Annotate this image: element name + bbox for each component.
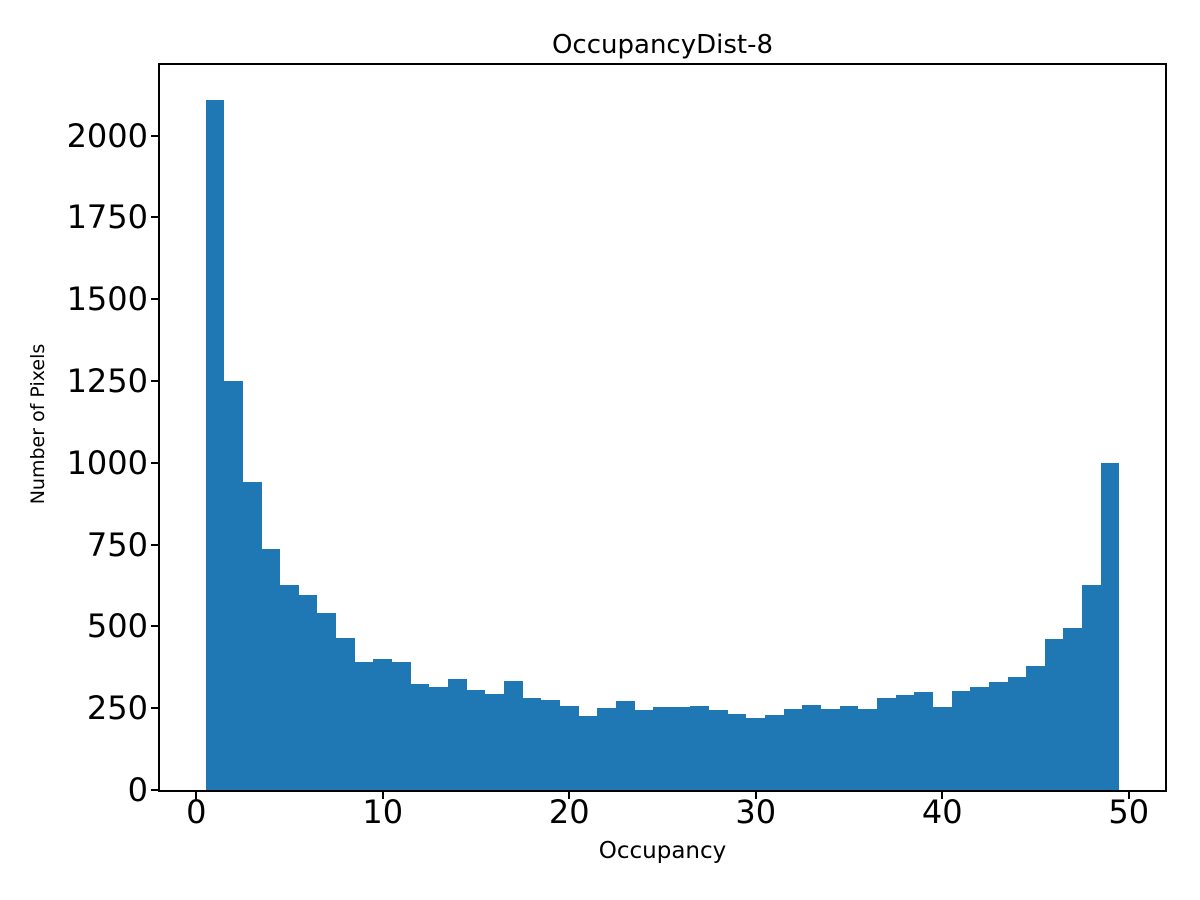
plot-area [158,63,1167,792]
histogram-bar [914,692,933,790]
x-tick-mark [195,790,198,799]
histogram-bar [559,705,579,790]
histogram-bar [485,694,504,790]
y-tick-mark [151,461,160,464]
y-tick-label: 2000 [66,116,148,155]
y-tick-mark [151,707,160,710]
y-tick-mark [151,625,160,628]
histogram-bar [336,637,355,790]
histogram-bar [242,482,262,790]
x-tick-mark [1127,790,1130,799]
histogram-bar [951,690,971,790]
histogram-bar [373,659,393,790]
y-tick-mark [151,789,160,791]
histogram-bar [205,99,225,790]
x-axis-label: Occupancy [598,838,727,864]
histogram-bar [970,686,989,790]
histogram-bar [261,549,281,790]
histogram-bar [1026,666,1045,790]
y-tick-mark [151,543,160,546]
histogram-bar [802,704,821,790]
x-tick-mark [381,790,384,799]
histogram-bar [895,695,915,790]
histogram-bar [653,707,672,790]
y-tick-label: 250 [86,689,148,728]
y-tick-mark [151,379,160,382]
y-tick-label: 0 [127,771,148,809]
histogram-bar [690,705,710,790]
chart-title: OccupancyDist-8 [551,30,774,60]
y-tick-label: 1750 [66,198,148,237]
histogram-bar [1063,628,1083,790]
histogram-bar [503,681,523,790]
histogram-bar [448,678,467,790]
x-tick-label: 0 [186,793,207,831]
histogram-bar [988,681,1008,790]
y-tick-mark [151,216,160,219]
x-tick-label: 30 [735,793,777,831]
histogram-bar [746,718,766,790]
histogram-bar [1007,677,1027,790]
y-tick-mark [151,134,160,137]
x-tick-label: 40 [921,793,963,831]
histogram-bar [932,707,952,790]
y-tick-label: 1000 [66,443,148,482]
histogram-bar [709,710,728,790]
y-tick-label: 750 [86,525,148,564]
histogram-bar [858,708,877,790]
histogram-bar [727,714,747,790]
histogram-bar [1100,462,1120,790]
histogram-bar [578,715,598,790]
y-tick-label: 1500 [66,280,148,319]
histogram-bar [392,662,411,790]
histogram-bar [765,714,784,790]
histogram-bar [671,707,691,790]
histogram-bar [876,698,896,790]
histogram-bar [522,698,542,790]
histogram-bar [317,613,337,790]
x-tick-mark [754,790,757,799]
histogram-bar [541,700,560,790]
histogram-bar [634,710,654,790]
histogram-bar [821,708,840,790]
histogram-bar [466,689,486,790]
histogram-bar [783,708,803,790]
y-tick-label: 500 [86,607,148,646]
histogram-bar [429,686,449,790]
x-tick-label: 10 [362,793,404,831]
x-tick-label: 50 [1108,793,1150,831]
y-tick-mark [151,298,160,301]
histogram-bar [354,662,374,790]
histogram-bar [839,705,859,790]
histogram-bar [224,380,243,790]
histogram-bar [597,708,616,790]
histogram-bar [410,683,430,790]
x-tick-mark [941,790,944,799]
histogram-bar [615,700,635,790]
histogram-bar [1082,585,1101,790]
x-tick-mark [568,790,571,799]
x-tick-label: 20 [548,793,590,831]
y-tick-label: 1250 [66,361,148,400]
histogram-bar [280,585,299,790]
histogram-bar [1044,638,1064,790]
histogram-bar [298,595,318,790]
